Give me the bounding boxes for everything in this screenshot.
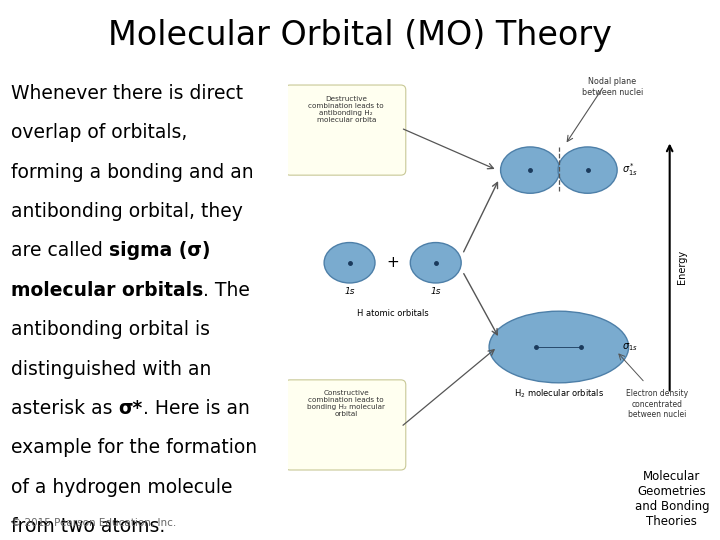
Text: Molecular Orbital (MO) Theory: Molecular Orbital (MO) Theory [108,19,612,52]
Text: H$_2$ molecular orbitals: H$_2$ molecular orbitals [514,387,604,400]
Text: Nodal plane
between nuclei: Nodal plane between nuclei [582,77,643,97]
FancyBboxPatch shape [285,380,406,470]
Text: +: + [386,255,399,270]
Text: asterisk as: asterisk as [11,399,118,418]
Text: Whenever there is direct: Whenever there is direct [11,84,243,103]
Ellipse shape [410,242,462,283]
Text: from two atoms.: from two atoms. [11,517,165,536]
Text: . Here is an: . Here is an [143,399,249,418]
Text: $\sigma_{1s}$: $\sigma_{1s}$ [623,341,639,353]
Text: molecular orbitals: molecular orbitals [11,281,203,300]
Text: σ*: σ* [118,399,143,418]
Text: . The: . The [203,281,250,300]
Text: antibonding orbital is: antibonding orbital is [11,320,210,339]
Text: Energy: Energy [677,250,687,284]
Text: Destructive
combination leads to
antibonding H₂
molecular orbita: Destructive combination leads to antibon… [308,96,384,123]
Text: Molecular
Geometries
and Bonding
Theories: Molecular Geometries and Bonding Theorie… [634,470,709,528]
Text: distinguished with an: distinguished with an [11,360,211,379]
Text: 1s: 1s [344,287,355,296]
Text: 1s: 1s [431,287,441,296]
Ellipse shape [500,147,559,193]
Text: overlap of orbitals,: overlap of orbitals, [11,123,187,142]
Ellipse shape [489,311,629,383]
Text: Constructive
combination leads to
bonding H₂ molecular
orbital: Constructive combination leads to bondin… [307,390,385,417]
Text: $\sigma^*_{1s}$: $\sigma^*_{1s}$ [623,161,639,179]
Text: sigma (σ): sigma (σ) [109,241,210,260]
Text: H atomic orbitals: H atomic orbitals [357,309,428,318]
Text: of a hydrogen molecule: of a hydrogen molecule [11,478,233,497]
Text: forming a bonding and an: forming a bonding and an [11,163,253,181]
Ellipse shape [558,147,617,193]
Text: are called: are called [11,241,109,260]
Ellipse shape [324,242,375,283]
Text: antibonding orbital, they: antibonding orbital, they [11,202,243,221]
Text: Electron density
concentrated
between nuclei: Electron density concentrated between nu… [626,389,688,419]
Text: © 2015 Pearson Education, Inc.: © 2015 Pearson Education, Inc. [11,518,176,528]
Text: example for the formation: example for the formation [11,438,257,457]
FancyBboxPatch shape [285,85,406,175]
